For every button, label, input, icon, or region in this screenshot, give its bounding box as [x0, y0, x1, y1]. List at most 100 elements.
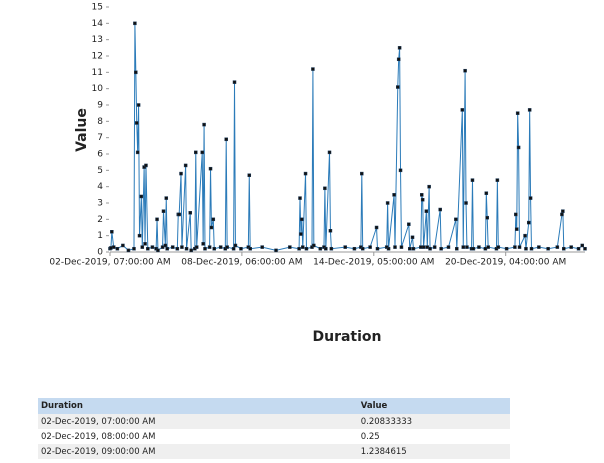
data-point — [408, 246, 412, 251]
data-point — [323, 186, 327, 191]
data-point — [201, 242, 205, 246]
data-point — [546, 246, 550, 251]
data-point — [352, 246, 357, 251]
y-tick-label: 8 — [97, 117, 103, 127]
table-cell: 02-Dec-2019, 09:00:00 AM — [38, 444, 358, 459]
data-point — [477, 245, 481, 249]
data-point — [411, 246, 416, 251]
y-tick-label: 9 — [97, 101, 103, 111]
data-point — [495, 178, 500, 182]
y-tick-label: 10 — [92, 84, 104, 94]
data-point — [461, 245, 466, 249]
data-point — [410, 235, 415, 240]
data-point — [516, 145, 521, 150]
data-point — [274, 248, 278, 253]
data-point — [529, 246, 534, 251]
data-point — [569, 245, 573, 249]
data-point — [396, 57, 401, 62]
table-row: 02-Dec-2019, 09:00:00 AM 1.2384615 — [38, 444, 510, 459]
data-point — [515, 111, 520, 115]
data-point — [464, 201, 468, 205]
data-point — [212, 246, 216, 251]
x-tick-label: 14-Dec-2019, 05:00:00 AM — [313, 258, 434, 268]
data-point — [200, 150, 204, 155]
y-tick-label: 2 — [97, 215, 103, 225]
data-point — [115, 246, 120, 251]
data-point — [188, 211, 192, 215]
data-point — [528, 196, 533, 200]
data-point — [576, 246, 581, 251]
data-point — [496, 245, 501, 249]
data-point — [297, 246, 301, 251]
data-point — [438, 207, 442, 212]
y-tick-label: 1 — [97, 231, 103, 241]
data-point — [421, 245, 426, 249]
data-point — [427, 184, 431, 189]
data-point — [375, 246, 380, 251]
data-point — [399, 245, 404, 249]
data-point — [180, 245, 184, 249]
header-cell: Duration — [38, 398, 358, 414]
data-point — [134, 121, 139, 125]
data-point — [329, 246, 334, 251]
x-axis-title: Duration — [312, 329, 381, 345]
y-tick-label: 5 — [97, 166, 103, 176]
data-point — [374, 225, 379, 230]
data-point — [208, 166, 213, 171]
data-point — [454, 217, 458, 222]
data-table: Duration Value 02-Dec-2019, 07:00:00 AM 0.2… — [38, 398, 510, 459]
y-tick-label: 15 — [92, 3, 103, 13]
data-point — [298, 196, 302, 200]
data-point — [393, 245, 397, 249]
y-tick-label: 0 — [97, 248, 103, 258]
data-point — [484, 191, 489, 195]
data-point — [146, 246, 150, 251]
data-point — [513, 245, 517, 249]
data-point — [202, 122, 206, 127]
data-point — [155, 217, 159, 222]
data-point — [143, 242, 147, 246]
data-point — [514, 227, 519, 231]
data-point — [328, 229, 333, 233]
x-tick-label: 08-Dec-2019, 06:00:00 AM — [181, 258, 302, 268]
data-point — [133, 21, 137, 26]
data-point — [318, 246, 323, 251]
data-point — [324, 246, 328, 251]
y-axis-title: Value — [74, 108, 90, 152]
table-row: 02-Dec-2019, 07:00:00 AM 0.20833333 — [38, 414, 510, 429]
data-point — [398, 168, 403, 173]
x-tick-label: 02-Dec-2019, 07:00:00 AM — [49, 258, 170, 268]
data-point — [583, 246, 587, 251]
y-tick-label: 6 — [97, 150, 103, 160]
data-point — [465, 245, 469, 249]
table-cell: 02-Dec-2019, 08:00:00 AM — [38, 429, 358, 444]
data-point — [524, 246, 528, 251]
data-point — [485, 215, 489, 220]
data-point — [523, 233, 527, 238]
data-point — [194, 245, 199, 249]
data-point — [189, 248, 193, 253]
y-tick-label: 3 — [97, 199, 103, 209]
data-point — [368, 245, 372, 249]
data-point — [360, 171, 364, 176]
y-tick-label: 11 — [92, 68, 103, 78]
table-cell: 0.25 — [357, 429, 510, 444]
data-point — [560, 212, 564, 217]
data-point — [211, 217, 216, 222]
data-point — [121, 243, 125, 248]
data-point — [396, 85, 400, 89]
data-point — [232, 80, 237, 84]
chart: Value Duration 012345678910111213141502-… — [49, 3, 587, 345]
data-point — [163, 243, 168, 248]
data-point — [144, 163, 148, 168]
data-point — [385, 201, 390, 205]
data-point — [428, 246, 432, 251]
data-point — [562, 246, 566, 251]
data-point — [247, 173, 252, 177]
data-point — [517, 245, 522, 249]
data-point — [140, 245, 145, 249]
data-point — [134, 70, 138, 75]
data-point — [537, 245, 541, 249]
data-point — [580, 243, 584, 248]
data-point — [455, 246, 459, 251]
